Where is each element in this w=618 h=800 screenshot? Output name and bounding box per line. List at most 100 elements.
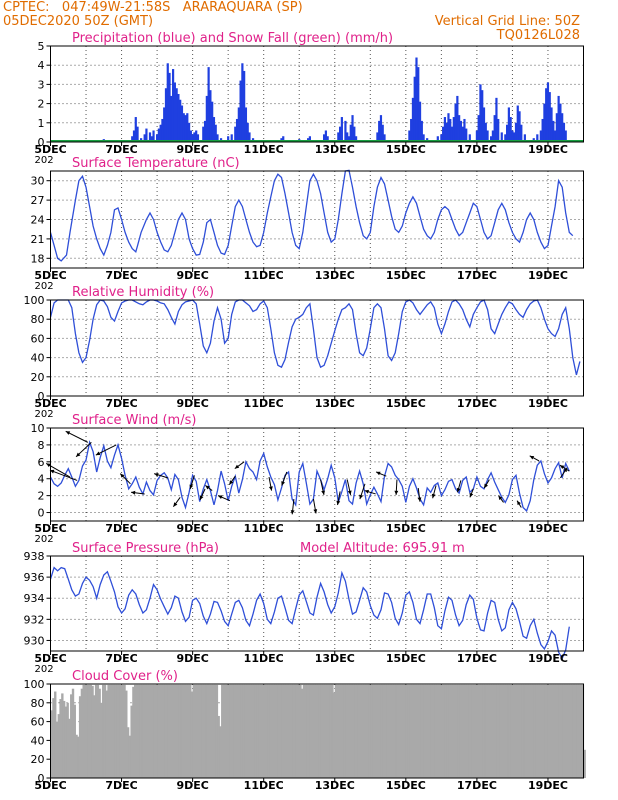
precip-bar <box>523 134 526 142</box>
cloud-bar <box>416 684 419 778</box>
cloud-bar <box>137 684 140 778</box>
cloud-bar <box>118 684 121 778</box>
humidity-title: Relative Humidity (%) <box>72 285 214 300</box>
cloud-bar <box>110 684 114 778</box>
pressure-xtick-label: 11DEC <box>244 652 284 665</box>
wind-ytick-label: 8 <box>38 439 45 452</box>
cloud-bar <box>304 684 307 778</box>
cloud-bar <box>524 684 528 778</box>
precip-bar <box>449 118 452 142</box>
precip-bar <box>378 120 381 142</box>
precip-bar <box>203 120 207 142</box>
cloud-bar <box>217 715 220 778</box>
wind-series-line <box>49 440 570 513</box>
cloud-bar <box>201 684 204 778</box>
cloud-bar <box>233 684 236 778</box>
cloud-bar <box>475 684 478 778</box>
cloud-bar <box>421 684 425 778</box>
wind-arrow-head <box>517 500 521 506</box>
cloud-bar <box>222 684 226 778</box>
precip-bar <box>417 67 420 142</box>
cloud-bar <box>457 684 460 778</box>
precip-bar <box>157 128 160 142</box>
precip-bar <box>187 122 191 142</box>
cloud-bar <box>311 684 315 778</box>
cloud-bar <box>464 684 467 778</box>
wind-arrow-shaft <box>49 469 78 481</box>
cloud-bar <box>468 684 471 778</box>
precip-bar <box>195 130 198 142</box>
cloud-ytick-label: 80 <box>31 697 45 710</box>
precip-bar <box>539 130 542 142</box>
cloud-bar <box>190 691 194 778</box>
cloud-bar <box>301 688 304 778</box>
cloud-xtick-label: 13DEC <box>315 779 355 792</box>
cloud-bar <box>531 684 535 778</box>
cloud-xtick-label: 5DEC <box>34 779 66 792</box>
temperature-year-cut: 202 <box>35 281 54 292</box>
cloud-bar <box>306 684 309 778</box>
cloud-bar <box>84 684 87 778</box>
precipitation-frame <box>50 45 584 143</box>
cloud-bar <box>533 684 537 778</box>
temperature-ytick-label: 24 <box>31 214 45 227</box>
cloud-bar <box>50 710 53 778</box>
temperature-ytick-label: 18 <box>31 252 45 265</box>
pressure-annotation: Model Altitude: 695.91 m <box>300 541 465 556</box>
precip-bar <box>230 134 233 142</box>
wind-arrow-head <box>336 500 341 505</box>
cloud-bar <box>52 698 55 778</box>
cloud-bar <box>194 684 197 778</box>
cloud-bar <box>384 684 387 778</box>
precip-bar <box>511 130 514 142</box>
cloud-bar <box>537 684 540 778</box>
precip-bar <box>326 136 329 142</box>
cloud-bar <box>274 684 277 778</box>
precip-bar <box>411 97 415 142</box>
cloud-bar <box>572 684 576 778</box>
cloud-bar <box>123 684 126 778</box>
cloud-bar <box>484 684 487 778</box>
cloud-bar <box>276 684 279 778</box>
cloud-bar <box>286 684 290 778</box>
cloud-bar <box>434 684 437 778</box>
cloud-bar <box>578 684 581 778</box>
cloud-bar <box>530 684 533 778</box>
cloud-bar <box>508 684 512 778</box>
cloud-frame <box>50 683 584 779</box>
cloud-bar <box>141 684 144 778</box>
pressure-xtick-label: 19DEC <box>528 652 568 665</box>
precip-bar <box>514 122 518 142</box>
cloud-bar <box>432 684 435 778</box>
cloud-bar <box>487 684 490 778</box>
precip-bar <box>237 107 240 142</box>
precip-bar <box>420 120 423 142</box>
cloud-bar <box>517 684 521 778</box>
precip-bar <box>180 105 184 142</box>
temperature-xtick-label: 15DEC <box>386 269 426 282</box>
cloud-bar <box>400 684 403 778</box>
cloud-bar <box>169 684 172 778</box>
precip-bar <box>458 115 461 142</box>
cloud-bar <box>526 684 530 778</box>
cloud-bar <box>492 684 496 778</box>
cloud-bar <box>350 684 354 778</box>
wind-arrow-head <box>234 464 240 469</box>
cloud-bar <box>574 684 577 778</box>
cloud-bar <box>469 684 473 778</box>
pressure-ytick-label: 936 <box>24 571 45 584</box>
cloud-bar <box>134 684 137 778</box>
cloud-bar <box>322 684 325 778</box>
precip-bar <box>209 90 212 142</box>
cloud-bar <box>528 684 531 778</box>
humidity-ytick-label: 0 <box>38 390 45 403</box>
humidity-xtick-label: 13DEC <box>315 397 355 410</box>
humidity-ytick-label: 40 <box>31 352 45 365</box>
cloud-bar <box>368 684 371 778</box>
cloud-bar <box>579 684 583 778</box>
cloud-bar <box>542 684 546 778</box>
temperature-title: Surface Temperature (nC) <box>72 156 240 171</box>
precip-bar <box>186 113 189 142</box>
cloud-bar <box>482 684 485 778</box>
wind-arrow-head <box>484 483 488 489</box>
